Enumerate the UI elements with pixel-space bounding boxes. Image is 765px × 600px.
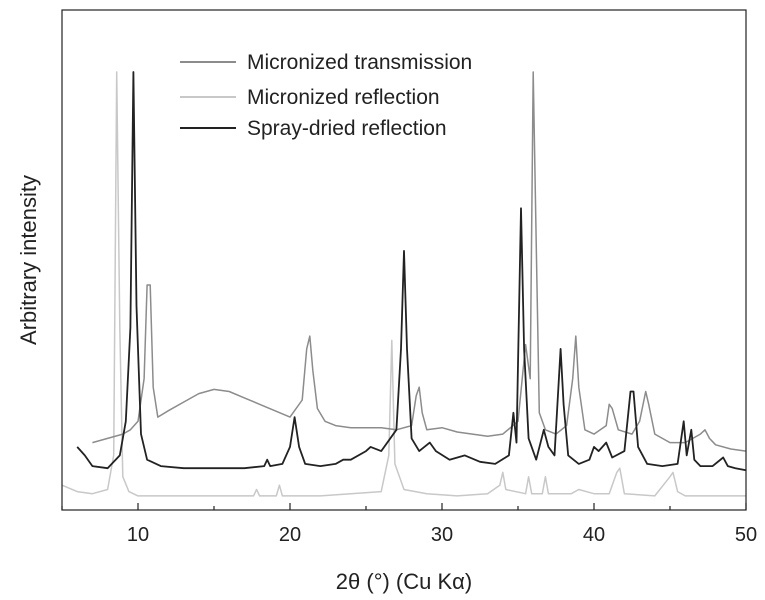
x-tick-label: 50 <box>735 524 757 546</box>
x-tick-label: 20 <box>279 524 301 546</box>
x-tick-label: 10 <box>127 524 149 546</box>
legend-label: Micronized transmission <box>247 51 472 74</box>
legend-label: Micronized reflection <box>247 86 440 109</box>
x-ticks: 10 20 30 40 50 <box>61 503 757 546</box>
series-spray-dried-reflection <box>76 71 747 472</box>
legend: Micronized transmission Micronized reflec… <box>180 51 472 140</box>
legend-item-spray-dried-reflection: Spray-dried reflection <box>180 117 447 140</box>
x-tick-label: 40 <box>583 524 605 546</box>
x-axis-title: 2θ (°) (Cu Kα) <box>336 569 472 594</box>
y-axis-title: Arbitrary intensity <box>16 175 41 345</box>
series-micronized-transmission <box>92 71 747 452</box>
legend-item-micronized-transmission: Micronized transmission <box>180 51 472 74</box>
series-layer <box>61 71 747 497</box>
x-tick-label: 30 <box>431 524 453 546</box>
series-micronized-reflection <box>61 71 746 497</box>
legend-label: Spray-dried reflection <box>247 117 447 140</box>
legend-item-micronized-reflection: Micronized reflection <box>180 86 440 109</box>
plot-frame <box>61 9 747 511</box>
